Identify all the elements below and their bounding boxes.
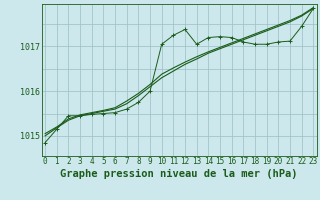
X-axis label: Graphe pression niveau de la mer (hPa): Graphe pression niveau de la mer (hPa) — [60, 169, 298, 179]
